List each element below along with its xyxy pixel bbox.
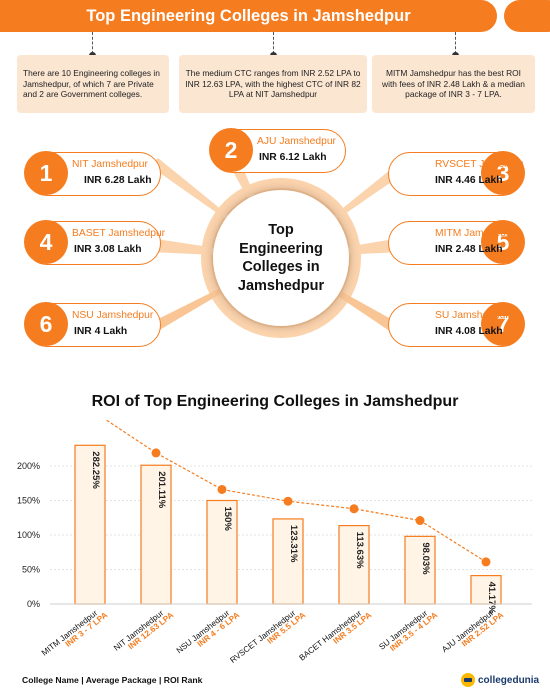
college-package: INR 6.28 Lakh bbox=[84, 175, 152, 186]
info-connector-3 bbox=[455, 32, 456, 54]
y-tick-label: 100% bbox=[17, 530, 40, 540]
hub-circle: Top Engineering Colleges in Jamshedpur bbox=[213, 190, 349, 326]
college-package: INR 4.46 Lakh bbox=[435, 175, 503, 186]
x-category-label: MITM Jamshedpur bbox=[40, 608, 100, 657]
trend-point bbox=[151, 448, 161, 458]
info-text-2: The medium CTC ranges from INR 2.52 LPA … bbox=[185, 68, 361, 100]
college-rank: 2 bbox=[209, 128, 253, 172]
college-rank: 6 bbox=[24, 302, 68, 346]
roi-bar bbox=[338, 524, 370, 605]
trend-point bbox=[283, 496, 293, 506]
college-name: NSU Jamshedpur bbox=[72, 310, 154, 321]
college-name: SU Jamshedpur bbox=[435, 310, 509, 321]
info-connector-2 bbox=[273, 32, 274, 54]
trend-point bbox=[415, 516, 425, 526]
college-rank: 5 bbox=[481, 220, 525, 264]
college-rank: 7 bbox=[481, 302, 525, 346]
college-package: INR 2.48 Lakh bbox=[435, 244, 503, 255]
brand-name: collegedunia bbox=[478, 674, 540, 686]
college-name: MITM Jamshedpur bbox=[435, 228, 521, 239]
college-package: INR 4 Lakh bbox=[74, 326, 128, 337]
college-package: INR 6.12 Lakh bbox=[259, 152, 327, 163]
college-package: INR 4.08 Lakh bbox=[435, 326, 503, 337]
college-card-6: 6 NSU Jamshedpur INR 4 Lakh bbox=[24, 302, 161, 347]
roi-value-label: 150% bbox=[222, 507, 233, 532]
roi-bar bbox=[404, 535, 436, 605]
info-text-3: MITM Jamshedpur has the best ROI with fe… bbox=[382, 68, 525, 100]
roi-value-label: 98.03% bbox=[420, 542, 431, 575]
info-box-3: MITM Jamshedpur has the best ROI with fe… bbox=[372, 55, 535, 113]
college-card-5: 5 MITM Jamshedpur INR 2.48 Lakh bbox=[388, 220, 525, 265]
info-text-1: There are 10 Engineering colleges in Jam… bbox=[23, 68, 160, 100]
info-box-2: The medium CTC ranges from INR 2.52 LPA … bbox=[179, 55, 367, 113]
chart-title: ROI of Top Engineering Colleges in Jamsh… bbox=[91, 393, 459, 410]
hub-line-4: Jamshedpur bbox=[237, 277, 325, 294]
trend-point bbox=[217, 484, 227, 494]
roi-bar bbox=[272, 518, 304, 605]
college-name: RVSCET Jamshedpur bbox=[435, 159, 523, 170]
college-rank: 3 bbox=[481, 151, 525, 195]
hub-line-3: Colleges in bbox=[242, 259, 320, 275]
college-card-3: 3 RVSCET Jamshedpur INR 4.46 Lakh bbox=[388, 151, 525, 196]
page-title: Top Engineering Colleges in Jamshedpur bbox=[86, 7, 411, 25]
graduation-cap-icon bbox=[461, 673, 475, 687]
y-tick-label: 0% bbox=[27, 599, 40, 609]
header-decoration bbox=[504, 0, 550, 32]
x-category-label: BACET Hamshedpur bbox=[298, 608, 364, 662]
hub-line-1: Top bbox=[268, 222, 294, 238]
college-card-7: 7 SU Jamshedpur INR 4.08 Lakh bbox=[388, 302, 525, 347]
college-card-2: 2 AJU Jamshedpur INR 6.12 Lakh bbox=[209, 128, 346, 173]
info-connector-1 bbox=[92, 32, 93, 54]
roi-value-label: 282.25% bbox=[90, 451, 101, 489]
info-box-1: There are 10 Engineering colleges in Jam… bbox=[17, 55, 169, 113]
trend-point bbox=[349, 504, 359, 514]
roi-value-label: 41.17% bbox=[486, 582, 497, 615]
college-name: BASET Jamshedpur bbox=[72, 228, 166, 239]
roi-value-label: 113.63% bbox=[354, 532, 365, 570]
college-rank: 4 bbox=[24, 220, 68, 264]
brand-logo: collegedunia bbox=[461, 672, 539, 688]
college-package: INR 3.08 Lakh bbox=[74, 244, 142, 255]
college-name: NIT Jamshedpur bbox=[72, 159, 148, 170]
college-name: AJU Jamshedpur bbox=[257, 136, 336, 147]
roi-value-label: 201.11% bbox=[156, 471, 167, 509]
trend-point bbox=[481, 557, 491, 567]
header-bar bbox=[0, 0, 497, 32]
y-tick-label: 50% bbox=[22, 565, 40, 575]
college-card-1: 1 NIT Jamshedpur INR 6.28 Lakh bbox=[24, 151, 161, 196]
y-tick-label: 200% bbox=[17, 461, 40, 471]
college-rank: 1 bbox=[24, 151, 68, 195]
hub-line-2: Engineering bbox=[239, 240, 323, 257]
chart-legend-text: College Name | Average Package | ROI Ran… bbox=[22, 675, 203, 685]
y-tick-label: 150% bbox=[17, 496, 40, 506]
roi-bar-chart: 0%50%100%150%200% 282.25%MITM JamshedpurI… bbox=[17, 420, 532, 665]
college-card-4: 4 BASET Jamshedpur INR 3.08 Lakh bbox=[24, 220, 165, 265]
roi-value-label: 123.31% bbox=[288, 525, 299, 563]
